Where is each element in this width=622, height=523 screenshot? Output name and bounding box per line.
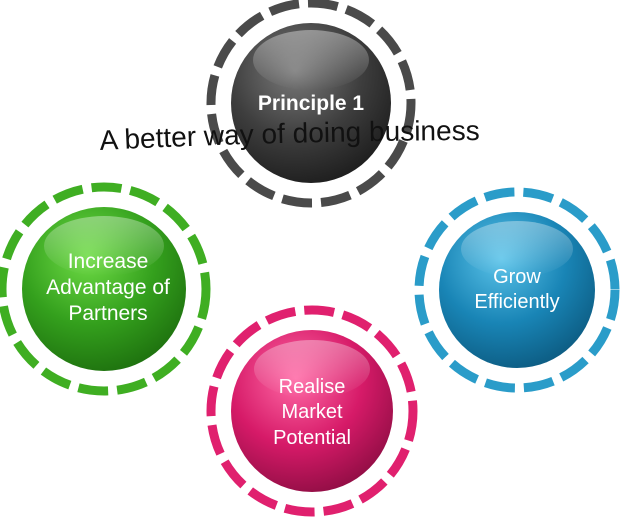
market-gloss (254, 340, 370, 398)
market-label-line-2: Market (281, 401, 343, 423)
market-label-line-1: Realise (279, 376, 346, 398)
grow-label-line-2: Efficiently (474, 291, 559, 313)
partners-gloss (44, 216, 164, 276)
node-principle: Principle 1 (206, 0, 416, 208)
principle-label: Principle 1 (258, 92, 365, 115)
market-dashed-ring (206, 305, 418, 517)
partners-label-line-3: Partners (68, 302, 147, 325)
principle-dashed-ring (206, 0, 416, 208)
grow-gloss (461, 221, 573, 277)
partners-label-line-2: Advantage of (46, 276, 170, 299)
principle-gloss (253, 30, 369, 90)
market-label-line-3: Potential (273, 427, 351, 449)
node-grow: Grow Efficiently (414, 187, 620, 393)
grow-dashed-ring (414, 187, 620, 393)
node-partners: Increase Advantage of Partners (0, 182, 211, 396)
partners-label-line-1: Increase (68, 250, 149, 273)
partners-dashed-ring (0, 182, 211, 396)
node-market: Realise Market Potential (206, 305, 418, 517)
grow-label-line-1: Grow (493, 266, 541, 288)
